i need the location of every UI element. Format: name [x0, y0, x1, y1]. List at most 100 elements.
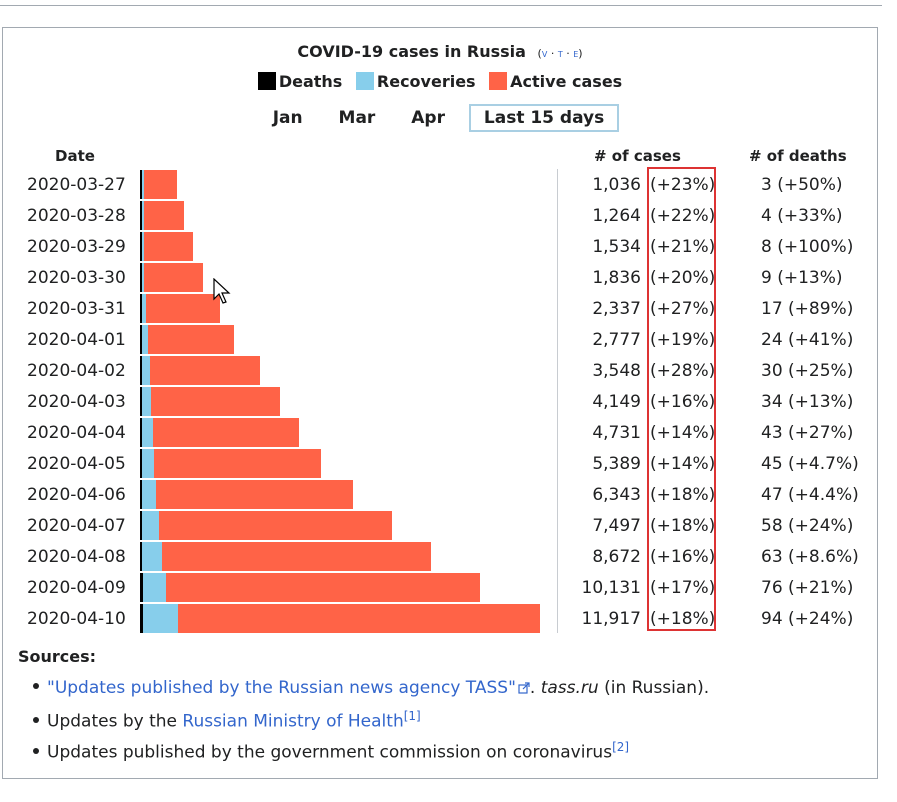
cases-change: (+27%) — [650, 299, 716, 319]
deaths-value: 76 (+21%) — [761, 578, 854, 598]
header-deaths: # of deaths — [749, 147, 847, 165]
bar-active — [146, 294, 220, 323]
bar-deaths — [140, 418, 142, 447]
deaths-value: 34 (+13%) — [761, 392, 854, 412]
bar-active — [151, 387, 281, 416]
ministry-link[interactable]: Russian Ministry of Health — [182, 711, 404, 732]
bar-recoveries — [142, 449, 154, 478]
deaths-value: 17 (+89%) — [761, 299, 854, 319]
cases-value: 8,672 — [592, 547, 641, 567]
cases-change: (+18%) — [650, 485, 716, 505]
chart-row: 2020-03-29 1,534 (+21%) 8 (+100%) — [3, 232, 877, 263]
date-label: 2020-04-08 — [27, 547, 126, 567]
date-label: 2020-04-01 — [27, 330, 126, 350]
bar-deaths — [140, 604, 144, 633]
date-label: 2020-04-02 — [27, 361, 126, 381]
chart-row: 2020-03-28 1,264 (+22%) 4 (+33%) — [3, 201, 877, 232]
deaths-value: 43 (+27%) — [761, 423, 854, 443]
cases-value: 11,917 — [581, 609, 641, 629]
bar-active — [153, 449, 322, 478]
bar-recoveries — [142, 418, 154, 447]
cases-value: 2,337 — [592, 299, 641, 319]
deaths-value: 94 (+24%) — [761, 609, 854, 629]
bar-recoveries — [143, 604, 179, 633]
legend-swatch-deaths — [257, 72, 276, 90]
ref-2[interactable]: [2] — [612, 740, 630, 754]
deaths-value: 58 (+24%) — [761, 516, 854, 536]
bar-deaths — [140, 325, 142, 354]
bar-recoveries — [142, 325, 149, 354]
bar-deaths — [140, 232, 142, 261]
deaths-value: 47 (+4.4%) — [761, 485, 859, 505]
tass-link[interactable]: "Updates published by the Russian news a… — [47, 678, 516, 698]
period-selector: Jan Mar Apr Last 15 days — [3, 104, 877, 132]
cases-change: (+14%) — [650, 423, 716, 443]
chart-row: 2020-04-04 4,731 (+14%) 43 (+27%) — [3, 418, 877, 449]
source-item-commission: Updates published by the government comm… — [33, 740, 629, 763]
cases-value: 2,777 — [592, 330, 641, 350]
bar-deaths — [140, 480, 142, 509]
chart-row: 2020-04-01 2,777 (+19%) 24 (+41%) — [3, 325, 877, 356]
cases-change: (+18%) — [650, 609, 716, 629]
deaths-value: 30 (+25%) — [761, 361, 854, 381]
bar-deaths — [140, 387, 142, 416]
edit-link[interactable]: e — [573, 47, 579, 60]
cases-value: 1,534 — [592, 237, 641, 257]
deaths-value: 4 (+33%) — [761, 206, 843, 226]
bar-deaths — [140, 573, 143, 602]
bar-active — [144, 232, 194, 261]
chart-row: 2020-04-09 10,131 (+17%) 76 (+21%) — [3, 573, 877, 604]
legend-swatch-active — [489, 72, 508, 90]
bar-active — [144, 263, 204, 292]
bar-deaths — [140, 201, 142, 230]
top-rule — [0, 5, 882, 6]
bar-deaths — [140, 263, 142, 292]
bullet — [33, 747, 39, 754]
cases-value: 7,497 — [592, 516, 641, 536]
bar-deaths — [140, 170, 142, 199]
cases-value: 10,131 — [581, 578, 641, 598]
bar-deaths — [140, 449, 142, 478]
bar-active — [143, 201, 185, 230]
legend-recoveries: Recoveries — [355, 72, 476, 91]
bar-recoveries — [142, 511, 159, 540]
date-label: 2020-03-30 — [27, 268, 126, 288]
cases-value: 6,343 — [592, 485, 641, 505]
period-apr[interactable]: Apr — [411, 108, 445, 128]
view-link[interactable]: v — [541, 47, 548, 60]
header-cases: # of cases — [594, 147, 681, 165]
chart-box: COVID-19 cases in Russia (v · t · e) Dea… — [2, 27, 878, 779]
bar-active — [161, 542, 432, 571]
cases-change: (+28%) — [650, 361, 716, 381]
navbar: (v · t · e) — [537, 47, 583, 60]
date-label: 2020-04-07 — [27, 516, 126, 536]
date-label: 2020-03-31 — [27, 299, 126, 319]
period-jan[interactable]: Jan — [272, 108, 303, 128]
ref-1[interactable]: [1] — [403, 709, 421, 723]
bar-deaths — [140, 294, 142, 323]
cases-change: (+14%) — [650, 454, 716, 474]
date-label: 2020-04-06 — [27, 485, 126, 505]
bar-active — [149, 356, 261, 385]
chart-row: 2020-04-07 7,497 (+18%) 58 (+24%) — [3, 511, 877, 542]
bar-active — [148, 325, 235, 354]
deaths-value: 8 (+100%) — [761, 237, 854, 257]
cases-change: (+16%) — [650, 392, 716, 412]
cases-change: (+19%) — [650, 330, 716, 350]
cases-change: (+18%) — [650, 516, 716, 536]
divider-line — [557, 169, 558, 633]
bar-recoveries — [142, 356, 150, 385]
period-last-15-days[interactable]: Last 15 days — [468, 104, 620, 132]
cases-value: 5,389 — [592, 454, 641, 474]
deaths-value: 9 (+13%) — [761, 268, 843, 288]
bar-recoveries — [142, 480, 156, 509]
chart-row: 2020-04-10 11,917 (+18%) 94 (+24%) — [3, 604, 877, 635]
external-link-icon — [518, 682, 530, 694]
bar-recoveries — [142, 573, 166, 602]
cases-change: (+20%) — [650, 268, 716, 288]
date-label: 2020-03-29 — [27, 237, 126, 257]
period-mar[interactable]: Mar — [338, 108, 376, 128]
talk-link[interactable]: t — [557, 47, 563, 60]
deaths-value: 63 (+8.6%) — [761, 547, 859, 567]
chart-row: 2020-04-06 6,343 (+18%) 47 (+4.4%) — [3, 480, 877, 511]
